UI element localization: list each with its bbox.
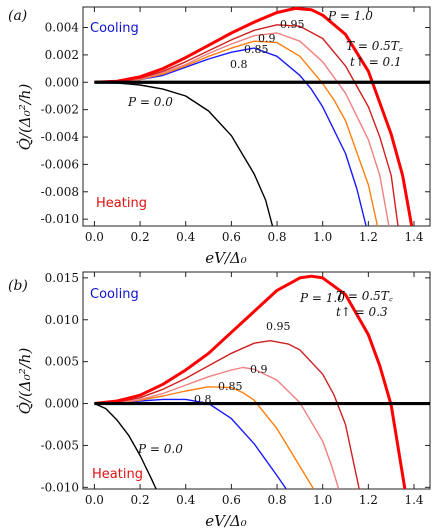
x-tick-label: 1.2 — [359, 493, 378, 507]
y-tick-label: 0.000 — [45, 75, 79, 89]
y-tick-label: -0.004 — [41, 130, 80, 144]
plot-frame — [82, 271, 431, 490]
curve-label: 0.8 — [230, 58, 248, 71]
x-tick-label: 0.8 — [267, 493, 286, 507]
x-tick-label: 1.4 — [404, 493, 423, 507]
chart-panel-b: 0.015 0.010 0.005 0.000 -0.005 -0.010 0.0 0.2 0.… — [8, 271, 431, 530]
series-line-p-0-9 — [94, 366, 340, 489]
series-line-p-0-95 — [94, 340, 360, 489]
parameter-annotation: T = 0.5T꜀ — [336, 289, 394, 303]
cooling-label: Cooling — [90, 21, 139, 36]
x-tick-label: 0.6 — [222, 493, 241, 507]
y-tick-label: -0.010 — [41, 480, 79, 494]
y-tick-label: 0.000 — [45, 397, 79, 411]
curve-label: P = 0.0 — [127, 95, 173, 109]
x-tick-label: 0.0 — [85, 493, 104, 507]
x-axis-label: eV/Δ₀ — [205, 249, 247, 267]
y-tick-label: -0.002 — [41, 103, 79, 117]
parameter-annotation: t↑ = 0.3 — [336, 305, 388, 319]
series-line-p-0-9 — [94, 32, 390, 226]
x-tick-label: 0.8 — [267, 230, 286, 244]
series-group — [94, 274, 407, 489]
y-tick-label: -0.005 — [41, 438, 79, 452]
curve-label: 0.8 — [194, 393, 212, 406]
x-tick-label: 0.6 — [222, 230, 241, 244]
y-tick-label: 0.002 — [45, 48, 79, 62]
curve-label: P = 1.0 — [327, 9, 373, 23]
curve-label: 0.85 — [244, 43, 269, 56]
y-tick-label: -0.006 — [41, 157, 79, 171]
series-line-p-0-85 — [94, 40, 379, 226]
curve-label: 0.95 — [280, 18, 305, 31]
x-tick-label: 1.2 — [359, 230, 378, 244]
x-tick-label: 1.4 — [404, 230, 423, 244]
curve-label: 0.9 — [250, 363, 268, 376]
curve-label: 0.95 — [266, 320, 291, 333]
x-tick-label: 0.2 — [131, 493, 150, 507]
y-tick-label: 0.005 — [45, 355, 79, 369]
y-axis-label: Q̇/(Δ₀²/h) — [16, 84, 34, 151]
x-axis-label: eV/Δ₀ — [205, 512, 247, 530]
curve-label: 0.85 — [218, 380, 243, 393]
x-tick-label: 1.0 — [313, 493, 332, 507]
curve-label: P = 1.0 — [299, 291, 345, 305]
series-line-p-0-0 — [94, 402, 157, 489]
panel-label: (a) — [8, 8, 27, 24]
x-tick-label: 0.4 — [176, 493, 195, 507]
chart-panel-a: 0.004 0.002 0.000 -0.002 -0.004 -0.006 -0.008 -… — [8, 6, 431, 267]
heating-label: Heating — [92, 467, 143, 482]
y-tick-label: -0.010 — [41, 212, 79, 226]
parameter-annotation: T = 0.5T꜀ — [346, 39, 404, 53]
x-tick-label: 0.2 — [131, 230, 150, 244]
y-tick-label: 0.004 — [45, 21, 80, 35]
x-tick-label: 1.0 — [313, 230, 332, 244]
y-tick-label: 0.015 — [45, 271, 79, 285]
heating-label: Heating — [96, 196, 147, 211]
y-axis-label: Q̇/(Δ₀²/h) — [16, 348, 34, 415]
plot-frame — [82, 6, 431, 227]
series-line-p-0-95 — [94, 24, 399, 226]
x-tick-label: 0.4 — [176, 230, 195, 244]
parameter-annotation: t↑ = 0.1 — [350, 55, 402, 69]
y-tick-label: -0.008 — [41, 185, 79, 199]
curve-label: P = 0.0 — [137, 442, 183, 456]
series-line-p-1-0 — [94, 274, 407, 489]
panel-label: (b) — [8, 278, 28, 294]
series-group — [94, 7, 414, 226]
series-line-p-0-0 — [94, 81, 274, 226]
series-line-p-1-0 — [94, 7, 414, 226]
cooling-label: Cooling — [90, 287, 139, 302]
y-tick-label: 0.010 — [45, 313, 79, 327]
curve-label: 0.9 — [258, 32, 276, 45]
x-tick-label: 0.0 — [85, 230, 104, 244]
